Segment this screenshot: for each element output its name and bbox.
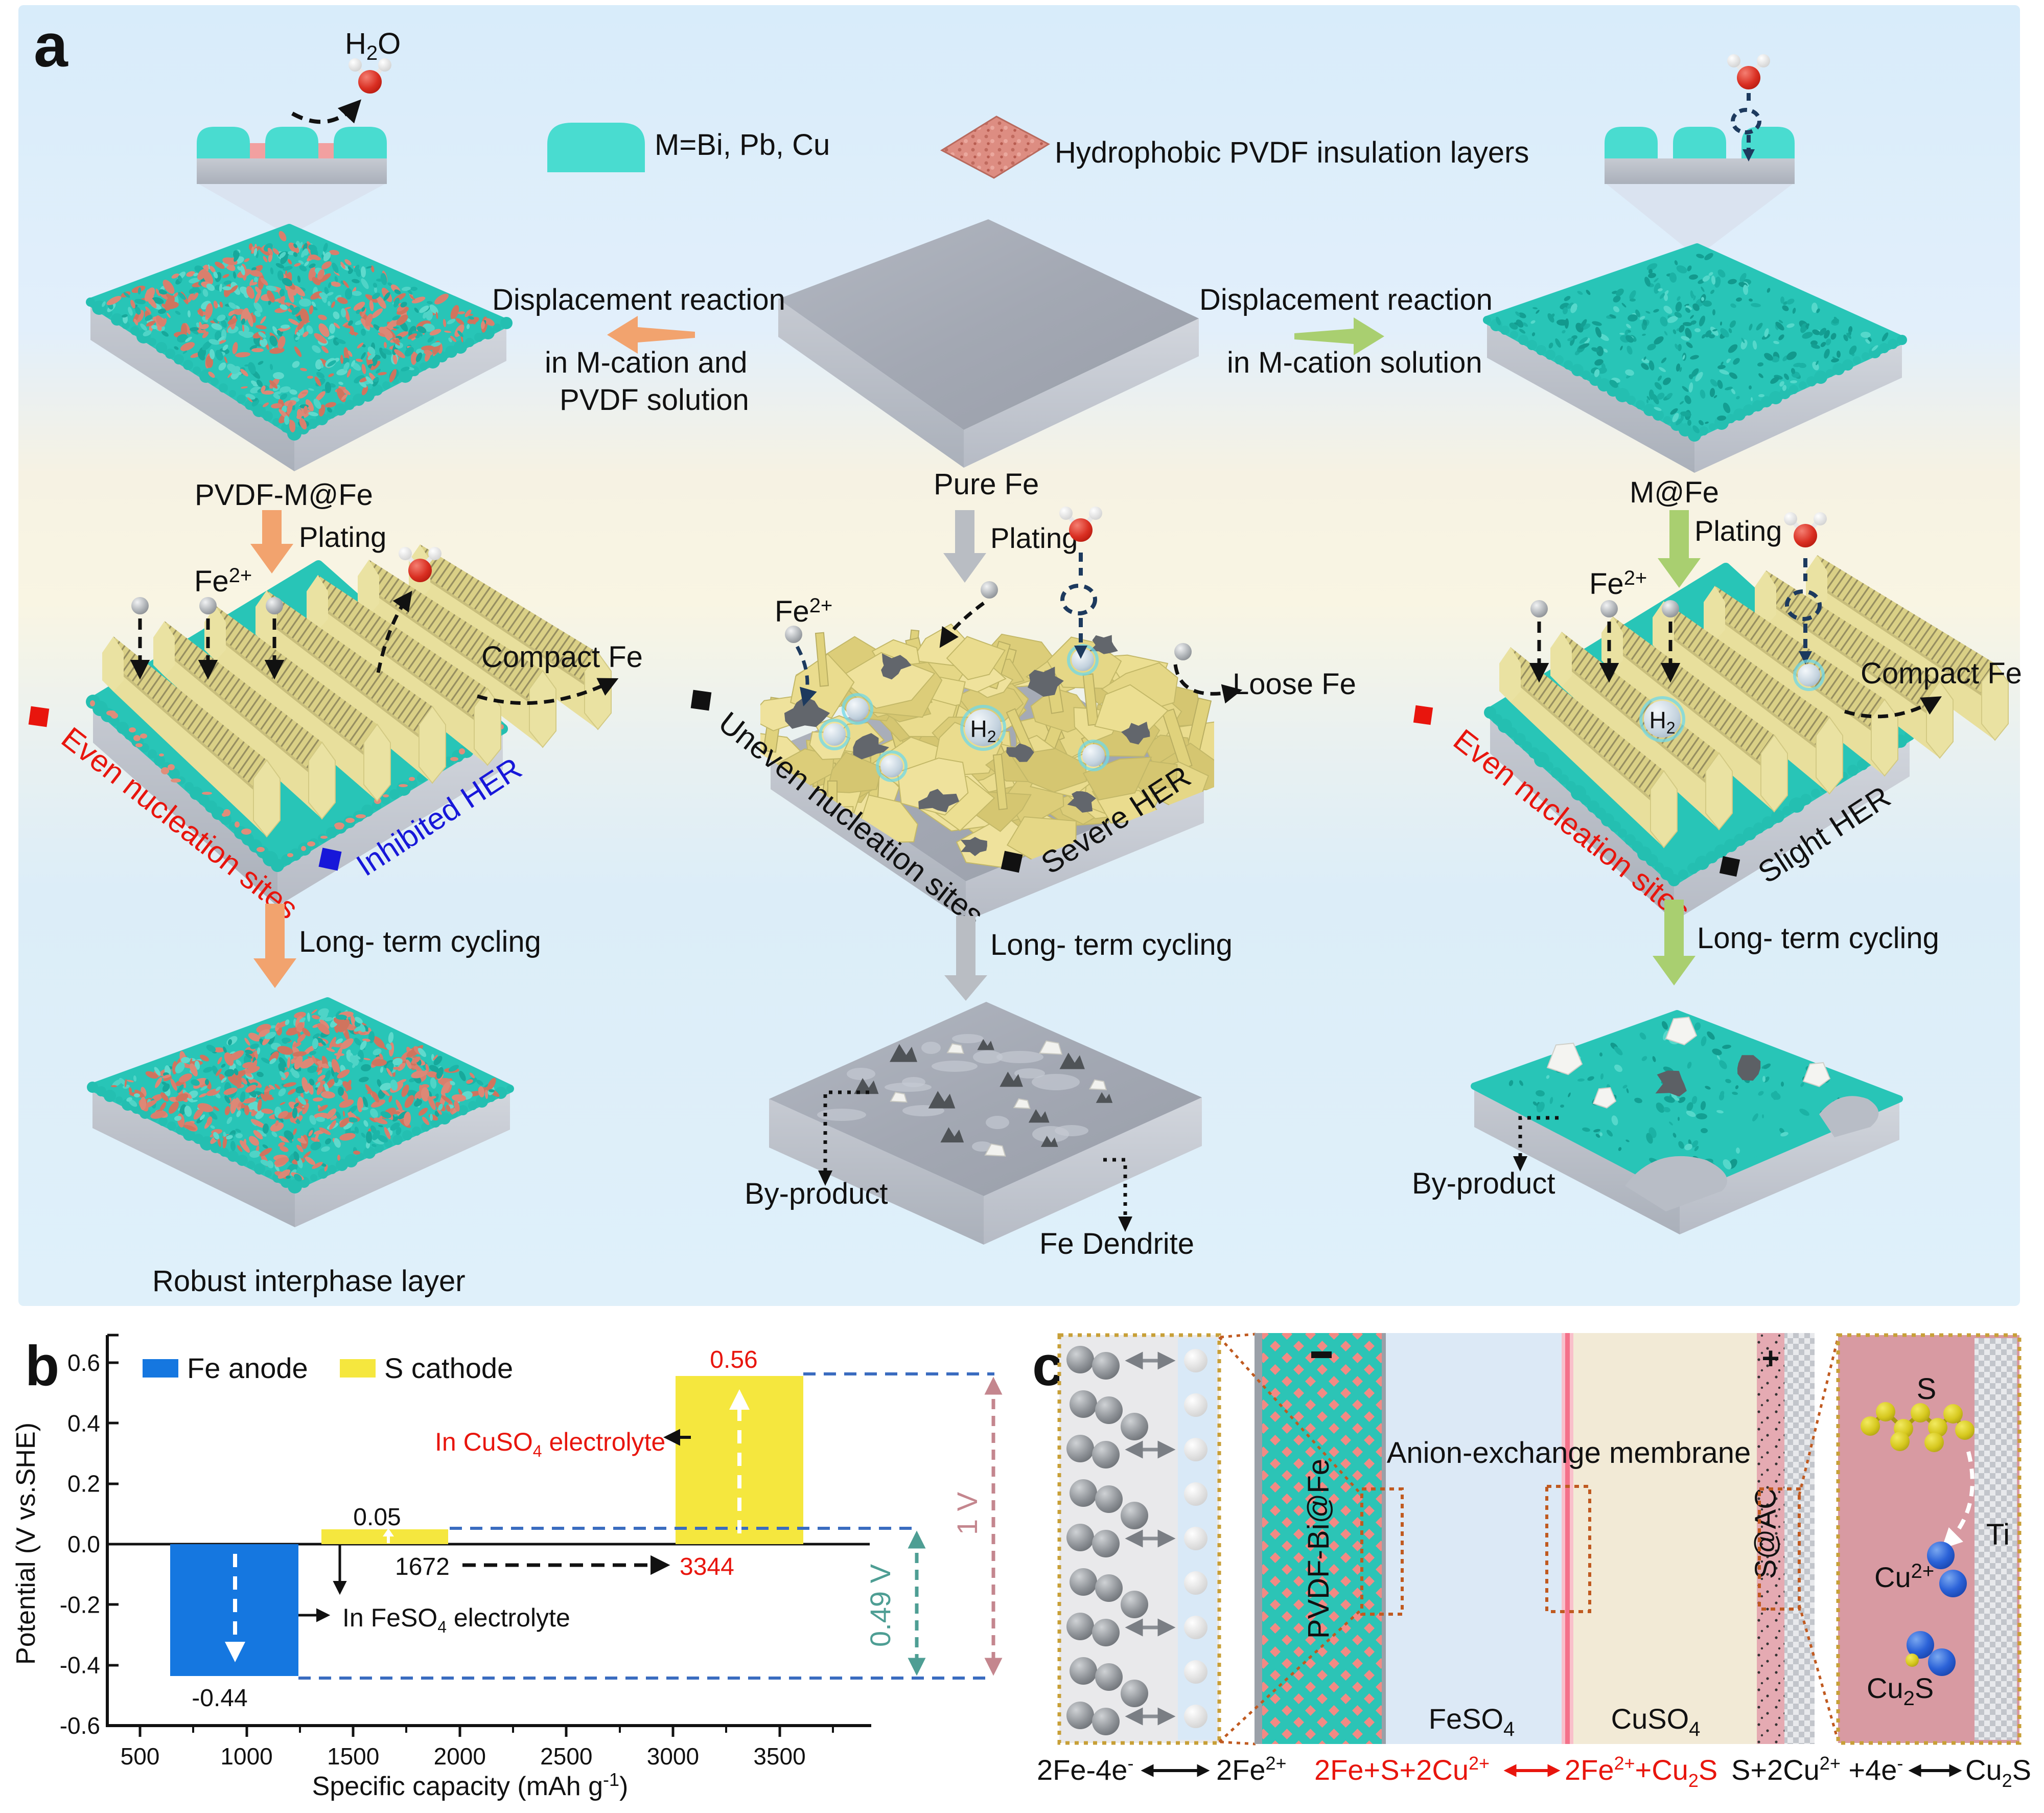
svg-text:a: a	[34, 11, 68, 80]
svg-text:Fe Dendrite: Fe Dendrite	[1039, 1227, 1194, 1260]
svg-text:3000: 3000	[647, 1743, 699, 1770]
svg-text:S: S	[1917, 1372, 1937, 1406]
svg-text:Compact Fe: Compact Fe	[1861, 657, 2022, 690]
svg-text:3500: 3500	[753, 1743, 805, 1770]
svg-text:1672: 1672	[395, 1553, 450, 1580]
svg-text:1500: 1500	[327, 1743, 379, 1770]
svg-text:0.49 V: 0.49 V	[864, 1564, 896, 1647]
svg-text:CuSO4: CuSO4	[1611, 1703, 1701, 1740]
svg-text:+: +	[1761, 1341, 1779, 1375]
svg-text:Robust interphase layer: Robust interphase layer	[152, 1265, 466, 1298]
svg-text:2500: 2500	[540, 1743, 592, 1770]
svg-text:1 V: 1 V	[951, 1491, 983, 1535]
svg-text:0.2: 0.2	[67, 1471, 100, 1497]
svg-text:Long- term cycling: Long- term cycling	[990, 928, 1233, 961]
svg-text:In FeSO4 electrolyte: In FeSO4 electrolyte	[342, 1603, 570, 1636]
svg-text:-0.4: -0.4	[60, 1652, 100, 1679]
svg-text:FeSO4: FeSO4	[1429, 1703, 1515, 1740]
svg-text:Plating: Plating	[299, 521, 386, 553]
svg-text:0.6: 0.6	[67, 1349, 100, 1376]
svg-text:PVDF-Bi@Fe: PVDF-Bi@Fe	[1302, 1459, 1335, 1639]
svg-text:0.56: 0.56	[710, 1346, 757, 1373]
svg-text:500: 500	[121, 1743, 160, 1770]
svg-text:By-product: By-product	[745, 1177, 888, 1210]
svg-text:S@AC: S@AC	[1749, 1488, 1782, 1579]
svg-text:By-product: By-product	[1412, 1167, 1555, 1200]
svg-text:Specific capacity (mAh g-1): Specific capacity (mAh g-1)	[312, 1769, 629, 1801]
svg-text:2Fe2+: 2Fe2+	[1216, 1753, 1287, 1786]
svg-text:Plating: Plating	[1694, 515, 1782, 547]
svg-text:0.0: 0.0	[67, 1531, 100, 1557]
svg-text:Pure Fe: Pure Fe	[934, 468, 1039, 501]
svg-text:-0.2: -0.2	[60, 1591, 100, 1618]
svg-text:Hydrophobic PVDF insulation la: Hydrophobic PVDF insulation layers	[1055, 136, 1529, 169]
svg-text:Ti: Ti	[1986, 1518, 2010, 1551]
svg-text:0.05: 0.05	[353, 1504, 401, 1531]
svg-text:Compact Fe: Compact Fe	[481, 640, 643, 674]
svg-text:Cu2S: Cu2S	[1867, 1672, 1934, 1710]
svg-text:Displacement reaction: Displacement reaction	[492, 283, 785, 316]
svg-text:PVDF-M@Fe: PVDF-M@Fe	[195, 478, 373, 512]
svg-text:0.4: 0.4	[67, 1410, 100, 1436]
svg-text:Long- term cycling: Long- term cycling	[1697, 922, 1939, 955]
svg-text:in M-cation and: in M-cation and	[545, 346, 748, 379]
svg-text:in M-cation solution: in M-cation solution	[1227, 346, 1482, 379]
svg-text:PVDF solution: PVDF solution	[560, 383, 749, 417]
svg-text:-0.6: -0.6	[60, 1712, 100, 1739]
svg-text:b: b	[25, 1335, 59, 1397]
svg-text:S cathode: S cathode	[384, 1352, 513, 1384]
svg-text:Long- term cycling: Long- term cycling	[299, 925, 541, 958]
svg-text:S+2Cu2+ +4e-: S+2Cu2+ +4e-	[1731, 1753, 1903, 1786]
svg-text:M@Fe: M@Fe	[1630, 476, 1719, 509]
svg-text:Plating: Plating	[990, 522, 1078, 554]
svg-text:2Fe+S+2Cu2+: 2Fe+S+2Cu2+	[1314, 1753, 1490, 1786]
svg-text:Displacement reaction: Displacement reaction	[1199, 283, 1493, 316]
svg-text:M=Bi, Pb, Cu: M=Bi, Pb, Cu	[655, 128, 830, 162]
svg-text:In CuSO4 electrolyte: In CuSO4 electrolyte	[435, 1428, 665, 1460]
svg-text:3344: 3344	[680, 1553, 734, 1580]
svg-text:Fe anode: Fe anode	[187, 1352, 308, 1384]
svg-text:Loose Fe: Loose Fe	[1233, 668, 1356, 701]
svg-text:Potential (V vs.SHE): Potential (V vs.SHE)	[11, 1422, 41, 1665]
svg-text:1000: 1000	[220, 1743, 272, 1770]
svg-text:Cu2S: Cu2S	[1965, 1754, 2031, 1791]
svg-text:-0.44: -0.44	[192, 1685, 247, 1712]
svg-text:2Fe-4e-: 2Fe-4e-	[1037, 1753, 1133, 1786]
svg-text:Anion-exchange membrane: Anion-exchange membrane	[1387, 1436, 1751, 1470]
svg-text:2000: 2000	[434, 1743, 486, 1770]
svg-text:Fe2+: Fe2+	[775, 594, 832, 628]
